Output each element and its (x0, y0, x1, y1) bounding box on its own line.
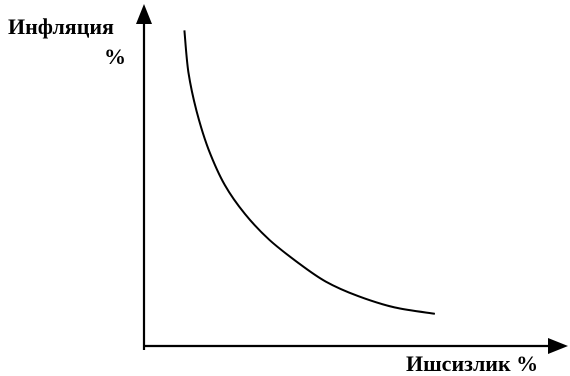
phillips-curve-line (183, 30, 436, 315)
y-axis-arrow-icon (136, 4, 152, 24)
y-axis-label: Инфляция (8, 14, 114, 39)
x-axis-label: Ишсизлик % (406, 351, 538, 376)
y-axis-unit-label: % (104, 44, 126, 69)
x-axis-arrow-icon (548, 338, 568, 354)
